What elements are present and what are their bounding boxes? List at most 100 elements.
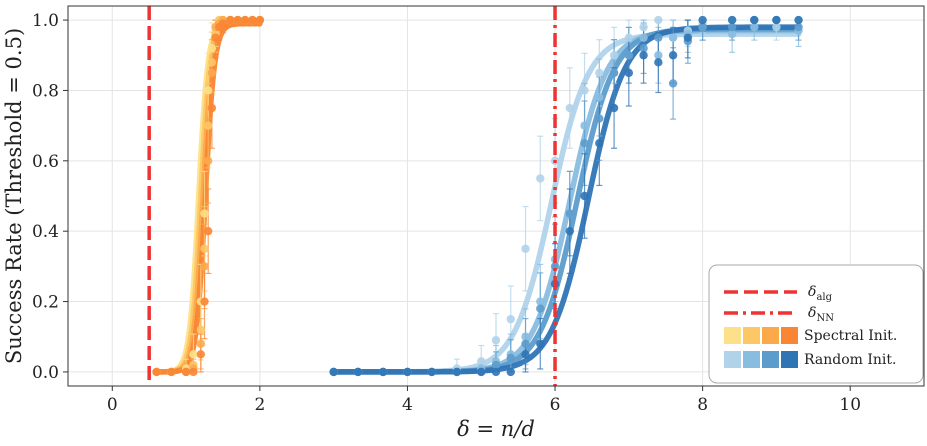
data-point-random: [521, 244, 530, 253]
legend-swatch: [724, 327, 741, 344]
data-point-spectral: [200, 262, 209, 271]
data-point-random: [609, 103, 619, 113]
data-point-random: [477, 357, 486, 366]
legend-spectral-swatches: [724, 327, 798, 344]
data-point-random: [668, 33, 678, 42]
data-point-random: [491, 367, 501, 377]
data-point-spectral: [218, 19, 228, 28]
data-point-random: [427, 367, 436, 377]
data-point-spectral: [204, 156, 213, 166]
data-point-random: [772, 15, 781, 25]
data-point-spectral: [240, 15, 250, 25]
data-point-spectral: [207, 68, 217, 78]
legend-label-random: Random Init.: [804, 352, 896, 368]
data-point-random: [654, 51, 663, 60]
data-point-random: [595, 68, 604, 78]
data-point-random: [506, 367, 515, 377]
data-point-random: [595, 139, 604, 148]
data-point-spectral: [207, 103, 217, 113]
data-point-random: [639, 44, 648, 53]
data-point-spectral: [255, 15, 265, 25]
legend-swatch: [781, 351, 798, 368]
x-tick-label: 8: [697, 395, 708, 415]
data-point-spectral: [196, 339, 206, 348]
data-point-random: [550, 262, 560, 271]
legend-swatch: [762, 351, 779, 368]
data-point-spectral: [211, 33, 220, 42]
data-point-random: [536, 304, 545, 313]
data-points: [152, 15, 803, 377]
data-point-random: [727, 15, 737, 25]
data-point-random: [506, 353, 515, 363]
x-tick-label: 6: [550, 395, 561, 415]
data-point-spectral: [233, 15, 242, 25]
legend-label-nn-sub: NN: [816, 313, 834, 324]
data-point-random: [668, 79, 678, 88]
data-point-spectral: [200, 209, 209, 218]
data-point-spectral: [181, 367, 191, 377]
data-point-random: [654, 15, 663, 25]
data-point-random: [772, 22, 781, 32]
y-tick-label: 0.6: [32, 152, 59, 172]
data-point-spectral: [196, 350, 206, 359]
data-point-spectral: [226, 15, 235, 25]
legend-random-swatches: [724, 351, 798, 368]
legend-label-spectral: Spectral Init.: [804, 328, 897, 344]
y-tick-label: 0.4: [32, 222, 59, 242]
data-point-spectral: [189, 367, 198, 377]
y-tick-label: 1.0: [32, 11, 59, 31]
data-point-random: [580, 191, 589, 201]
data-point-random: [727, 22, 737, 32]
data-point-random: [580, 121, 589, 130]
data-point-random: [521, 332, 530, 341]
legend-label-alg-main: δ: [808, 284, 816, 300]
legend-swatch: [743, 351, 760, 368]
legend-label-alg: δalg: [808, 284, 833, 303]
data-point-random: [609, 68, 619, 78]
x-tick-label: 2: [254, 395, 265, 415]
data-point-random: [750, 22, 759, 32]
legend-swatch: [781, 327, 798, 344]
data-point-random: [698, 22, 707, 32]
legend: δalg δNN Spectral Init. Random Init.: [708, 264, 924, 384]
data-point-random: [624, 51, 634, 60]
data-point-random: [639, 22, 648, 32]
data-point-random: [536, 174, 545, 183]
data-point-random: [329, 367, 338, 377]
data-point-random: [609, 51, 619, 60]
data-point-random: [654, 33, 663, 42]
data-point-spectral: [204, 121, 213, 130]
data-point-random: [683, 33, 693, 42]
data-point-spectral: [189, 350, 198, 359]
data-point-random: [794, 22, 803, 32]
plot-frame: [67, 5, 925, 387]
data-point-random: [624, 33, 634, 42]
data-point-spectral: [207, 44, 217, 53]
data-point-random: [794, 15, 803, 25]
data-point-random: [595, 93, 604, 102]
x-axis-label: δ = n/d: [457, 417, 535, 441]
y-tick-label: 0.8: [32, 81, 59, 101]
data-point-random: [477, 367, 486, 377]
y-axis-label: Success Rate (Threshold = 0.5): [2, 28, 26, 364]
data-point-spectral: [152, 367, 161, 377]
data-point-random: [639, 33, 648, 42]
data-point-random: [580, 139, 589, 148]
data-point-spectral: [204, 226, 213, 236]
legend-label-nn: δNN: [808, 305, 834, 324]
data-point-random: [521, 339, 530, 348]
legend-label-nn-main: δ: [808, 305, 816, 321]
x-tick-label: 0: [107, 395, 118, 415]
y-tick-label: 0.0: [32, 363, 59, 383]
legend-swatch: [724, 351, 741, 368]
data-point-random: [403, 367, 412, 377]
data-point-random: [698, 15, 707, 25]
data-point-random: [624, 68, 634, 78]
axis-ticks: 0 2 4 6 8 10 0.0 0.2 0.4 0.6 0.8 1.0: [32, 11, 861, 415]
y-tick-label: 0.2: [32, 293, 59, 313]
data-point-random: [565, 226, 574, 236]
data-point-random: [639, 51, 648, 60]
data-point-random: [491, 336, 501, 345]
threshold-lines: [147, 6, 557, 386]
